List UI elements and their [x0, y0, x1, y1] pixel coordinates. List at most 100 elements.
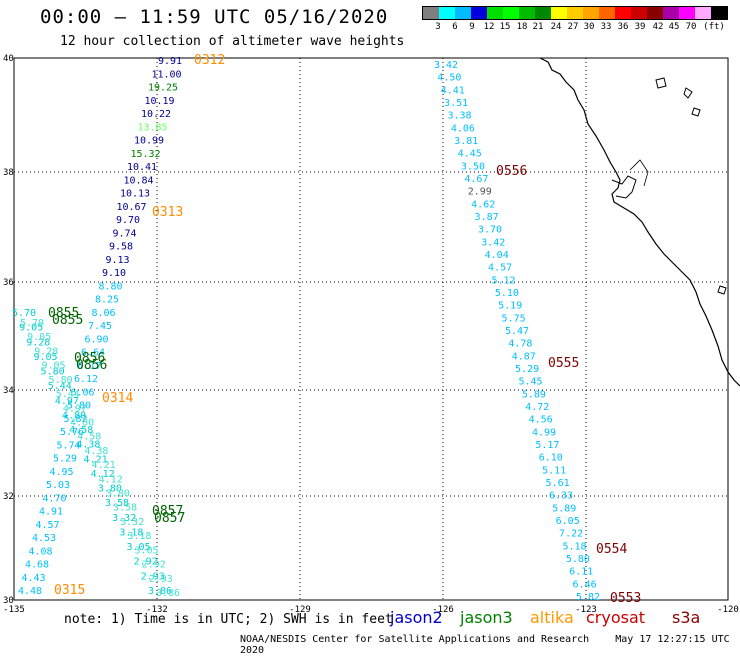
track3b-value: 3.58: [113, 503, 137, 514]
colorbar-swatch: [487, 7, 503, 19]
legend-jason2: jason2: [390, 608, 443, 627]
track3b-value: 5.44: [56, 389, 80, 400]
track2-value: 4.45: [458, 149, 482, 160]
track2-value: 5.47: [505, 326, 529, 337]
time-label: 0857: [152, 504, 183, 519]
colorbar-label: 39: [634, 22, 646, 32]
axis-ticks: -135 -132 -129 -126 -123 -120 40 38 36 34 32 30: [3, 54, 739, 615]
colorbar: [422, 6, 728, 20]
track3b-value: 5.80: [49, 375, 73, 386]
track3-value: 4.21: [84, 454, 108, 465]
colorbar-swatch: [471, 7, 487, 19]
track2-value: 5.75: [502, 313, 526, 324]
lon-tick-label: -129: [289, 605, 311, 615]
track1-value: 5.74: [56, 440, 80, 451]
track2-value: 5.80: [566, 554, 590, 565]
lon-tick-label: -132: [146, 605, 168, 615]
time-label: 0553: [610, 591, 641, 606]
time-label: 0554: [596, 542, 627, 557]
colorbar-swatch: [423, 7, 439, 19]
track3b-value: 3.86: [156, 588, 180, 599]
track3-value: 3.86: [148, 586, 172, 597]
inlet-path: [629, 159, 649, 187]
lat-tick-label: 30: [3, 596, 14, 606]
colorbar-label: 9: [469, 22, 475, 32]
track2-value: 6.11: [569, 567, 593, 578]
track2-value: 5.29: [515, 364, 539, 375]
track1-value: 13.85: [137, 122, 167, 133]
track1-value: 4.70: [42, 493, 66, 504]
track2-value: 2.99: [468, 187, 492, 198]
credit-line: NOAA/NESDIS Center for Satellite Applica…: [240, 634, 740, 656]
track2-value: 5.82: [576, 592, 600, 603]
track2-value: 3.38: [447, 111, 471, 122]
credit-text: NOAA/NESDIS Center for Satellite Applica…: [240, 634, 590, 645]
track1-value: 10.67: [116, 202, 146, 213]
track3-value: 3.80: [98, 484, 122, 495]
track1-value: 5.76: [60, 427, 84, 438]
track2-value: 5.61: [546, 478, 570, 489]
track3b-value: 4.80: [70, 418, 94, 429]
lat-tick-label: 36: [3, 278, 14, 288]
track3b-value: 2.93: [149, 574, 173, 585]
colorbar-label: (ft): [703, 22, 725, 32]
colorbar-label: 36: [617, 22, 629, 32]
lon-tick-label: -120: [717, 605, 739, 615]
track1-value: 11.00: [151, 69, 181, 80]
colorbar-swatch: [695, 7, 711, 19]
colorbar-swatch: [663, 7, 679, 19]
track1-value: 6.17: [77, 361, 101, 372]
colorbar-label: 42: [652, 22, 664, 32]
track2-value: 4.04: [485, 250, 509, 261]
lake-path-2: [683, 87, 693, 99]
track3b-value: 3.18: [127, 531, 151, 542]
track3-value: 4.12: [91, 469, 115, 480]
time-label: 0312: [194, 53, 225, 68]
track2-value: 5.18: [562, 541, 586, 552]
track3-value: 2.93: [141, 571, 165, 582]
colorbar-swatch: [455, 7, 471, 19]
track1-value: 9.10: [102, 268, 126, 279]
colorbar-swatch: [535, 7, 551, 19]
footer-note: note: 1) Time is in UTC; 2) SWH is in fe…: [64, 612, 393, 627]
track3b-value: 4.21: [92, 460, 116, 471]
track2-value: 4.72: [525, 402, 549, 413]
time-labels: 0312 0313 0314 0315 0556 0555 0554 0553 08550855…: [48, 53, 641, 606]
colorbar-label: 70: [685, 22, 697, 32]
colorbar-label: 15: [499, 22, 511, 32]
track3-value: 5.80: [41, 367, 65, 378]
track3-value: 4.97: [55, 396, 79, 407]
legend-cryosat: cryosat: [586, 608, 646, 627]
track1-value: 5.29: [53, 454, 77, 465]
coastline-path: [539, 57, 740, 387]
colorbar-label: 27: [567, 22, 579, 32]
track1-value: 4.48: [18, 586, 42, 597]
track3-value: 4.80: [62, 410, 86, 421]
track1-value: 9.91: [158, 56, 182, 67]
track1-value: 4.43: [21, 573, 45, 584]
colorbar-label: 30: [583, 22, 595, 32]
map-title: 00:00 – 11:59 UTC 05/16/2020: [40, 6, 389, 28]
time-label: 0855: [52, 313, 83, 328]
coastline: [539, 57, 740, 387]
colorbar-label: 33: [600, 22, 612, 32]
track-labels: 9.91 11.00 19.25 10.19 10.22 13.85 10.99 15.32 1…: [12, 56, 600, 603]
track3-value: 9.28: [26, 337, 50, 348]
track3b-value: 4.58: [77, 432, 101, 443]
legend-s3a: s3a: [672, 608, 701, 627]
map-subtitle: 12 hour collection of altimeter wave hei…: [60, 34, 405, 49]
track3b-value: 5.70: [20, 318, 44, 329]
track2-value: 4.50: [437, 73, 461, 84]
track1-value: 6.90: [84, 334, 108, 345]
legend-altika: altika: [530, 608, 574, 627]
track3b-value: 4.12: [99, 474, 123, 485]
legend-jason3: jason3: [460, 608, 513, 627]
lat-tick-label: 34: [3, 386, 14, 396]
track3b-value: 3.32: [120, 517, 144, 528]
track3b-value: 9.28: [34, 346, 58, 357]
track2-value: 3.51: [444, 98, 468, 109]
lake-path-4: [717, 285, 727, 295]
colorbar-swatch: [599, 7, 615, 19]
track3b-value: 2.92: [142, 560, 166, 571]
